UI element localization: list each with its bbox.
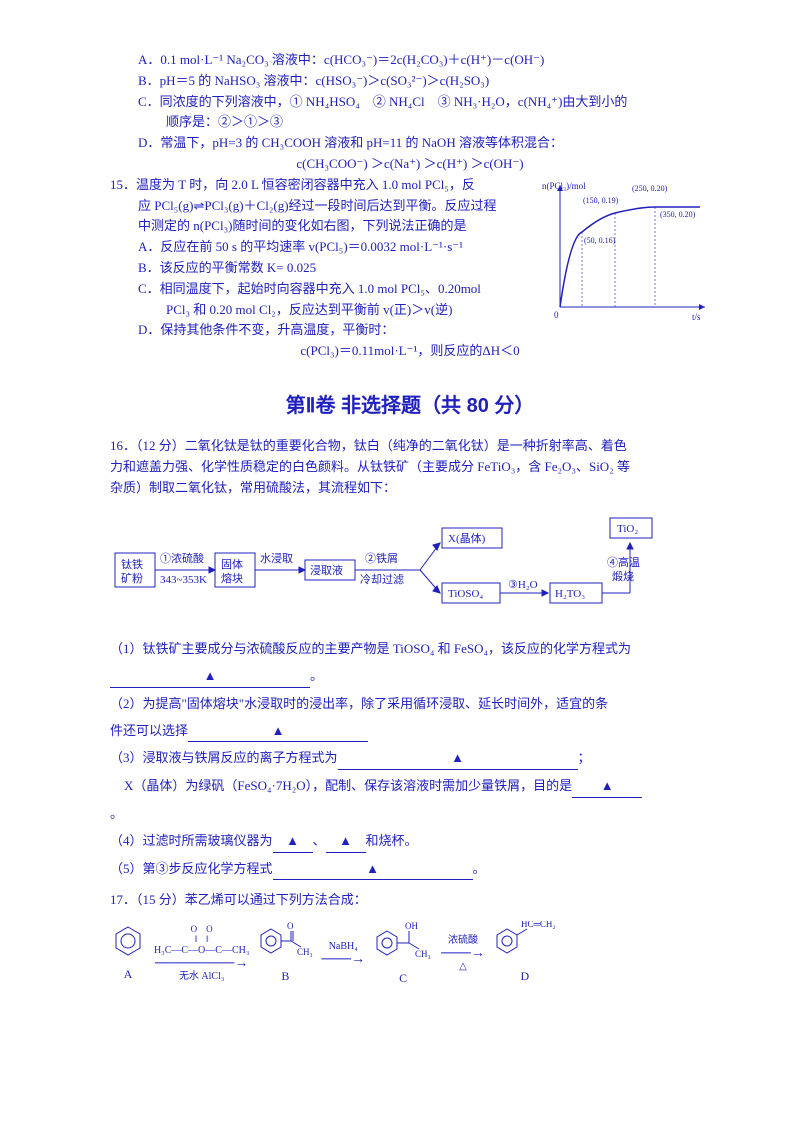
- q16-part5: （5）第③步反应化学方程式▲。: [110, 859, 710, 881]
- section-2-title: 第Ⅱ卷 非选择题（共 80 分）: [110, 390, 710, 422]
- svg-text:浸取液: 浸取液: [310, 563, 343, 577]
- q16-stem-3: 杂质）制取二氧化钛，常用硫酸法，其流程如下：: [110, 478, 710, 499]
- svg-text:n(PCl₃)/mol: n(PCl₃)/mol: [542, 181, 586, 191]
- rxn-arrow-2: NaBH₄ ───→: [321, 941, 365, 967]
- label-d: D: [493, 967, 557, 986]
- rxn-arrow-1: O O ‖ ‖ H₃C—C—O—C—CH₃ ────────→ 无水 AlCl₃: [154, 925, 249, 982]
- svg-text:(50, 0.16): (50, 0.16): [584, 236, 616, 245]
- svg-text:煅烧: 煅烧: [612, 569, 634, 583]
- svg-text:H₂TO₃: H₂TO₃: [555, 588, 585, 600]
- svg-text:t/s: t/s: [692, 312, 701, 322]
- svg-text:OH: OH: [405, 921, 418, 931]
- q16-part2-blank: 件还可以选择▲: [110, 721, 710, 743]
- svg-text:固体: 固体: [221, 557, 243, 571]
- q16-flowchart: 钛铁矿粉 ①浓硫酸 343~353K 固体熔块 水浸取 浸取液 ②铁屑冷却过滤 X…: [110, 508, 710, 625]
- svg-text:343~353K: 343~353K: [160, 574, 207, 586]
- label-c: C: [373, 969, 433, 988]
- q16-part1-blank: ▲。: [110, 666, 710, 688]
- svg-text:X(晶体): X(晶体): [448, 531, 486, 545]
- svg-text:(150, 0.19): (150, 0.19): [583, 196, 619, 205]
- svg-text:矿粉: 矿粉: [121, 572, 143, 585]
- q17-stem: 17．（15 分）苯乙烯可以通过下列方法合成：: [110, 890, 710, 911]
- q17-scheme: A O O ‖ ‖ H₃C—C—O—C—CH₃ ────────→ 无水 AlC…: [110, 919, 710, 988]
- label-a: A: [110, 965, 146, 984]
- q15-option-d-eq: c(PCl₃)＝0.11mol·L⁻¹，则反应的ΔH＜0: [110, 341, 710, 362]
- pcl3-chart: n(PCl₃)/mol t/s 0 (50, 0.16) (150, 0.19)…: [540, 177, 710, 327]
- svg-text:冷却过滤: 冷却过滤: [360, 573, 404, 586]
- svg-text:(350, 0.20): (350, 0.20): [660, 210, 696, 219]
- q16-part3b: X（晶体）为绿矾（FeSO₄·7H₂O），配制、保存该溶液时需加少量铁屑，目的是…: [110, 776, 710, 798]
- svg-text:②铁屑: ②铁屑: [365, 552, 398, 565]
- q16-part4: （4）过滤时所需玻璃仪器为▲、▲和烧杯。: [110, 831, 710, 853]
- svg-text:0: 0: [554, 310, 559, 320]
- svg-text:CH₃: CH₃: [415, 949, 431, 959]
- q16-part1: （1）钛铁矿主要成分与浓硫酸反应的主要产物是 TiOSO₄ 和 FeSO₄，该反…: [110, 639, 710, 660]
- svg-text:水浸取: 水浸取: [260, 552, 293, 565]
- svg-text:(250, 0.20): (250, 0.20): [632, 184, 668, 193]
- svg-text:③H₂O: ③H₂O: [508, 579, 538, 591]
- svg-text:HC═CH₂: HC═CH₂: [521, 921, 556, 929]
- q14-option-b: B．pH＝5 的 NaHSO₃ 溶液中：c(HSO₃⁻)＞c(SO₃²⁻)＞c(…: [138, 71, 710, 92]
- svg-text:TiO₂: TiO₂: [617, 523, 638, 535]
- svg-text:①浓硫酸: ①浓硫酸: [160, 551, 204, 565]
- q16-part2: （2）为提高"固体熔块"水浸取时的浸出率，除了采用循环浸取、延长时间外，适宜的条: [110, 694, 710, 715]
- q16-part3: （3）浸取液与铁屑反应的离子方程式为▲；: [110, 748, 710, 770]
- q14-option-a: A．0.1 mol·L⁻¹ Na₂CO₃ 溶液中：c(HCO₃⁻)＝2c(H₂C…: [138, 50, 710, 71]
- label-b: B: [257, 967, 313, 986]
- q14-option-c-cont: 顺序是：②＞①＞③: [110, 112, 710, 133]
- svg-text:钛铁: 钛铁: [121, 557, 143, 571]
- q14-option-d-eq: c(CH₃COO⁻) ＞c(Na⁺) ＞c(H⁺) ＞c(OH⁻): [110, 154, 710, 175]
- q14-option-d: D．常温下，pH=3 的 CH₃COOH 溶液和 pH=11 的 NaOH 溶液…: [138, 133, 710, 154]
- svg-text:CH₃: CH₃: [297, 947, 313, 957]
- svg-text:熔块: 熔块: [221, 571, 243, 585]
- q14-option-c: C．同浓度的下列溶液中，① NH₄HSO₄ ② NH₄Cl ③ NH₃·H₂O，…: [138, 92, 710, 113]
- q16-stem-1: 16．（12 分）二氧化钛是钛的重要化合物，钛白（纯净的二氧化钛）是一种折射率高…: [110, 436, 710, 457]
- svg-text:O: O: [287, 921, 294, 931]
- svg-text:④高温: ④高温: [607, 555, 640, 569]
- q16-part3c: 。: [110, 804, 710, 825]
- rxn-arrow-3: 浓硫酸 ───→ △: [441, 935, 485, 972]
- q16-stem-2: 力和遮盖力强、化学性质稳定的白色颜料。从钛铁矿（主要成分 FeTiO₃，含 Fe…: [110, 457, 710, 478]
- svg-text:TiOSO₄: TiOSO₄: [448, 588, 483, 600]
